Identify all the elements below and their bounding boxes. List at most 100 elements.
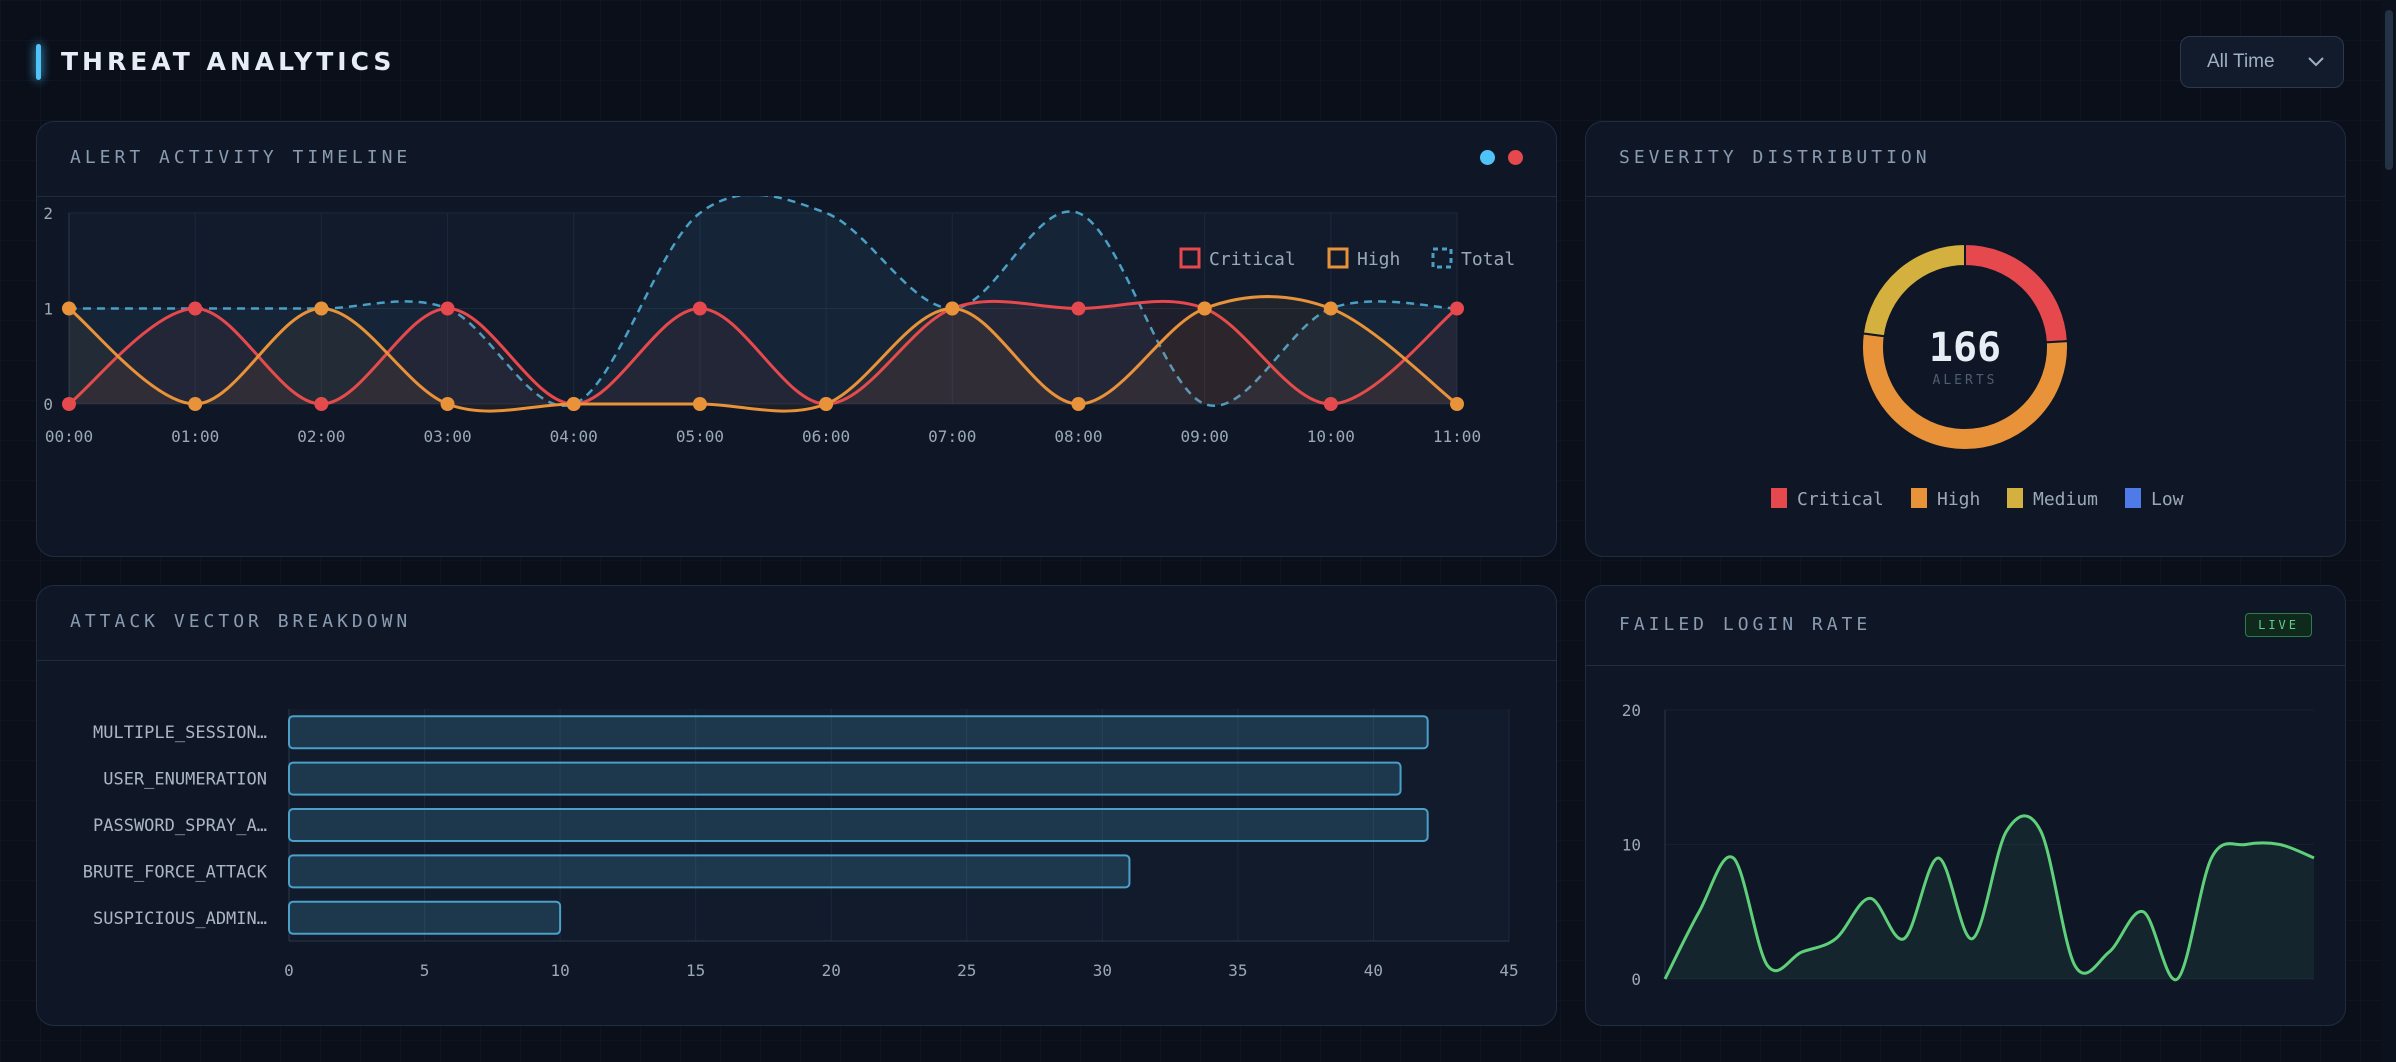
legend-label-low: Low [2151,489,2184,510]
failed-login-area-chart: 0 10 20 [1622,701,2315,989]
data-point-critical [188,301,203,316]
legend-label-total: Total [1461,249,1515,270]
y-tick-label: 2 [43,204,53,223]
alert-timeline-chart: 0 1 2 00:00 01:00 02:00 03:00 04:00 05:00 06:00 07… [43,196,1515,446]
x-tick-label: 10 [550,961,569,980]
legend-swatch-high [1911,488,1927,508]
x-tick-label: 35 [1228,961,1247,980]
x-tick-label: 05:00 [676,427,724,446]
failed-login-card: FAILED LOGIN RATE LIVE 0 10 20 [1585,585,2346,1026]
timeline-legend: Critical High Total [1179,247,1515,270]
title-accent-bar [36,44,41,80]
series-area-total [69,196,1457,406]
x-tick-label: 00:00 [45,427,93,446]
x-tick-label: 10:00 [1307,427,1355,446]
donut-slice-medium [1861,242,1966,338]
x-tick-label: 09:00 [1181,427,1229,446]
x-tick-label: 5 [420,961,430,980]
y-tick-label: 0 [1631,970,1641,989]
x-tick-label: 02:00 [297,427,345,446]
page-scrollbar[interactable] [2382,0,2396,1062]
data-point-high [188,397,203,411]
status-dot-blue [1480,150,1495,165]
x-tick-label: 0 [284,961,294,980]
card-title: FAILED LOGIN RATE [1619,614,1872,635]
legend-label-high: High [1357,249,1400,270]
y-tick-label: 1 [43,300,53,319]
data-point-high [314,301,329,316]
data-point-critical [1323,397,1338,411]
x-tick-label: 20 [822,961,841,980]
y-tick-label: 10 [1622,836,1641,855]
legend-swatch-total [1431,247,1453,269]
legend-swatch-medium [2007,488,2023,508]
card-title: ATTACK VECTOR BREAKDOWN [70,611,412,632]
data-point-critical [692,301,707,316]
x-tick-label: 11:00 [1433,427,1481,446]
y-tick-label: 20 [1622,701,1641,720]
bar [288,900,562,935]
data-point-high [1323,301,1338,316]
time-range-select[interactable]: All Time [2180,36,2344,88]
data-point-high [1450,397,1464,411]
data-point-critical [440,301,455,316]
severity-legend: Critical High Medium Low [1771,488,2184,510]
y-tick-label: 0 [43,395,53,414]
bar [288,761,1402,796]
card-header: ATTACK VECTOR BREAKDOWN [37,586,1556,661]
severity-donut-chart: 166 ALERTS Critical High Medium Low [1771,242,2184,510]
x-tick-label: 15 [686,961,705,980]
y-category-label: BRUTE_FORCE_ATTACK [83,862,268,882]
donut-hole [1885,267,2045,427]
attack-vector-bar-chart: 0 5 10 15 20 25 30 35 40 45 MULTIPLE_SESSION… USER_… [83,709,1519,980]
time-range-value: All Time [2207,51,2275,72]
donut-slice-high [1861,332,2069,451]
status-dot-red [1508,150,1523,165]
live-badge: LIVE [2245,613,2312,637]
scrollbar-thumb[interactable] [2385,10,2393,170]
bar [288,808,1429,842]
login-area-fill [1665,815,2314,980]
x-tick-label: 03:00 [423,427,471,446]
page-title: THREAT ANALYTICS [61,47,396,76]
chevron-down-icon [2307,49,2325,78]
data-point-critical [62,397,76,411]
data-point-high [62,301,76,316]
bar [288,854,1131,889]
x-tick-label: 06:00 [802,427,850,446]
legend-label-critical: Critical [1209,249,1296,270]
data-point-critical [1071,301,1086,316]
attack-vector-card: ATTACK VECTOR BREAKDOWN 0 5 10 15 20 25 30 35 40… [36,585,1557,1026]
x-tick-label: 08:00 [1054,427,1102,446]
card-title: ALERT ACTIVITY TIMELINE [70,147,412,168]
legend-label-critical: Critical [1797,489,1884,510]
data-point-high [1071,397,1086,411]
data-point-critical [314,397,329,411]
legend-label-medium: Medium [2033,489,2098,510]
legend-swatch-critical [1179,247,1201,269]
card-header: FAILED LOGIN RATE LIVE [1586,586,2345,666]
y-category-label: SUSPICIOUS_ADMIN… [93,909,267,929]
series-line-critical [68,299,1458,406]
legend-swatch-low [2125,488,2141,508]
severity-card: SEVERITY DISTRIBUTION 166 ALERTS Critical H… [1585,121,2346,557]
x-tick-label: 01:00 [171,427,219,446]
donut-center-label: ALERTS [1933,373,1998,388]
x-tick-label: 07:00 [928,427,976,446]
data-point-high [440,397,455,411]
card-header: ALERT ACTIVITY TIMELINE [37,122,1556,197]
legend-swatch-high [1327,247,1349,269]
card-header: SEVERITY DISTRIBUTION [1586,122,2345,197]
x-tick-label: 40 [1364,961,1383,980]
donut-center-value: 166 [1929,325,2001,371]
x-tick-label: 45 [1499,961,1518,980]
x-tick-label: 25 [957,961,976,980]
data-point-high [566,397,581,411]
data-point-critical [1450,301,1464,316]
alert-timeline-card: ALERT ACTIVITY TIMELINE 0 1 2 00:00 01:00 02:… [36,121,1557,557]
data-point-high [945,301,960,316]
y-category-label: PASSWORD_SPRAY_A… [93,816,267,836]
data-point-high [819,397,834,411]
data-point-high [1197,301,1212,316]
legend-swatch-critical [1771,488,1787,508]
